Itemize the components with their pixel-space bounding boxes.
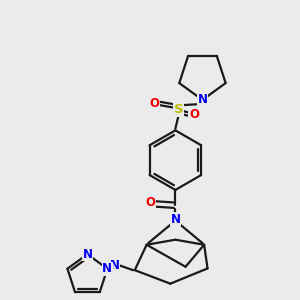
Text: O: O <box>145 196 155 209</box>
Text: S: S <box>174 103 184 116</box>
Text: N: N <box>197 93 208 106</box>
Text: N: N <box>82 248 92 261</box>
Text: O: O <box>149 97 159 110</box>
Text: N: N <box>110 259 119 272</box>
Text: O: O <box>189 108 199 121</box>
Text: N: N <box>170 213 180 226</box>
Text: N: N <box>102 262 112 275</box>
